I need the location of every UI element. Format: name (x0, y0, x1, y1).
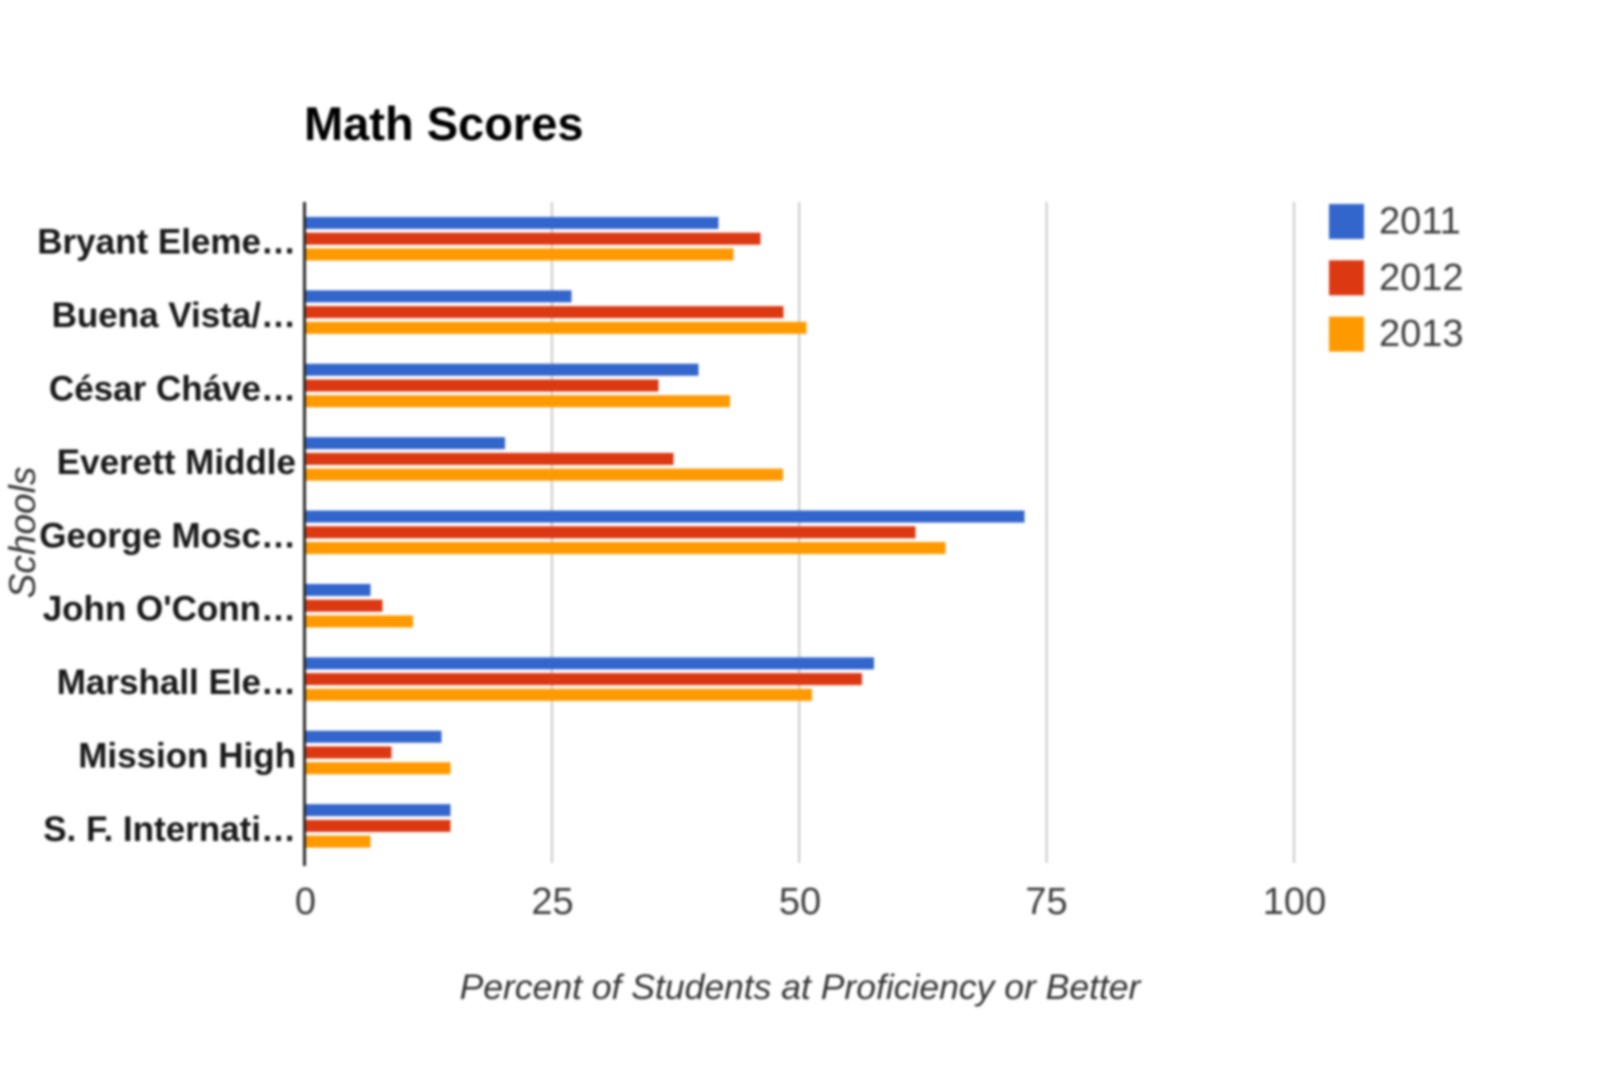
svg-text:Schools: Schools (2, 467, 43, 599)
svg-text:100: 100 (1263, 881, 1326, 923)
svg-text:Percent of Students at Profici: Percent of Students at Proficiency or Be… (460, 967, 1143, 1007)
svg-text:2011: 2011 (1379, 201, 1461, 243)
svg-text:S. F. Internati…: S. F. Internati… (43, 810, 296, 849)
svg-text:George Mosc…: George Mosc… (39, 516, 296, 555)
svg-text:Mission High: Mission High (78, 737, 296, 776)
svg-text:Buena Vista/…: Buena Vista/… (52, 296, 296, 335)
svg-text:John O'Conn…: John O'Conn… (43, 590, 296, 629)
svg-text:Math Scores: Math Scores (304, 97, 583, 150)
svg-text:0: 0 (295, 881, 316, 923)
svg-text:2012: 2012 (1379, 257, 1464, 299)
svg-text:2013: 2013 (1379, 313, 1464, 355)
svg-text:25: 25 (531, 881, 573, 923)
svg-text:Everett Middle: Everett Middle (57, 443, 296, 482)
svg-text:50: 50 (779, 881, 821, 923)
svg-text:75: 75 (1025, 881, 1067, 923)
svg-text:Marshall Ele…: Marshall Ele… (57, 663, 296, 702)
svg-text:Bryant Eleme…: Bryant Eleme… (37, 223, 296, 262)
svg-text:César Cháve…: César Cháve… (49, 370, 296, 409)
